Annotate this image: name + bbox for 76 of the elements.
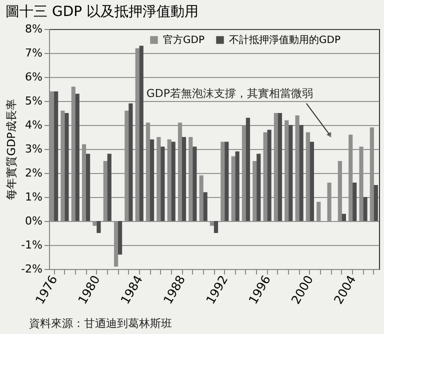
bar	[363, 197, 368, 221]
y-tick-label: 1%	[25, 190, 42, 204]
chart-title: 圖十三 GDP 以及抵押淨值動用	[6, 4, 199, 20]
bar	[135, 48, 140, 221]
y-tick-label: 3%	[25, 142, 42, 156]
bar	[114, 221, 118, 267]
bar	[374, 185, 378, 221]
bar	[107, 154, 112, 221]
annotation: GDP若無泡沫支撐，其實相當微弱	[146, 86, 313, 100]
bar	[171, 142, 176, 221]
bar	[82, 144, 86, 221]
bar	[64, 113, 69, 221]
bar	[288, 125, 293, 221]
bar	[338, 161, 342, 221]
bar	[284, 120, 289, 221]
y-tick-label: 8%	[25, 22, 42, 36]
bar	[182, 137, 186, 221]
bar	[352, 182, 357, 221]
bar	[231, 156, 236, 221]
y-tick-label: 0%	[25, 214, 42, 228]
bar	[103, 161, 108, 221]
bar	[242, 125, 246, 221]
bar	[60, 110, 65, 221]
bar	[316, 202, 321, 221]
y-axis-title: 每年實質GDP成長率	[5, 99, 18, 200]
bar	[128, 103, 133, 221]
bar	[246, 118, 250, 221]
bar	[278, 113, 282, 221]
bar	[370, 127, 374, 221]
bar	[359, 146, 364, 221]
bar	[75, 94, 80, 221]
bar	[96, 221, 101, 233]
bar	[86, 154, 90, 221]
y-tick-label: 5%	[25, 94, 42, 108]
y-tick-label: -1%	[21, 238, 42, 252]
bar	[310, 142, 314, 221]
bar	[299, 125, 304, 221]
y-tick-label: 2%	[25, 166, 42, 180]
bar	[220, 142, 225, 221]
bar	[160, 146, 165, 221]
bar	[124, 110, 129, 221]
bar	[199, 175, 204, 221]
bar	[263, 132, 268, 221]
legend-label: 官方GDP	[163, 34, 204, 46]
bar	[167, 139, 172, 221]
bar	[327, 182, 332, 221]
bar	[235, 151, 240, 221]
bar	[348, 134, 353, 221]
source-note: 資料來源：甘迺迪到葛林斯班	[29, 317, 172, 330]
bar	[306, 132, 310, 221]
bar	[118, 221, 122, 255]
bar	[214, 221, 218, 233]
bar	[150, 139, 154, 221]
bar	[71, 86, 76, 221]
bar	[146, 122, 150, 221]
bar	[295, 115, 300, 221]
bar	[92, 221, 97, 226]
bar	[139, 46, 144, 221]
bar	[203, 192, 208, 221]
bar	[188, 137, 193, 221]
y-tick-label: -2%	[21, 262, 42, 276]
bar	[342, 214, 346, 221]
y-tick-label: 6%	[25, 70, 42, 84]
bar	[224, 142, 229, 221]
bar	[210, 221, 214, 226]
bar	[156, 137, 161, 221]
y-tick-label: 4%	[25, 118, 42, 132]
bar	[267, 130, 272, 221]
bar	[178, 122, 182, 221]
bar	[256, 154, 261, 221]
bar	[192, 146, 197, 221]
bar	[274, 113, 278, 221]
bar	[54, 91, 58, 221]
legend-label: 不計抵押淨值動用的GDP	[229, 34, 340, 46]
y-tick-label: 7%	[25, 46, 42, 60]
bar	[252, 161, 257, 221]
